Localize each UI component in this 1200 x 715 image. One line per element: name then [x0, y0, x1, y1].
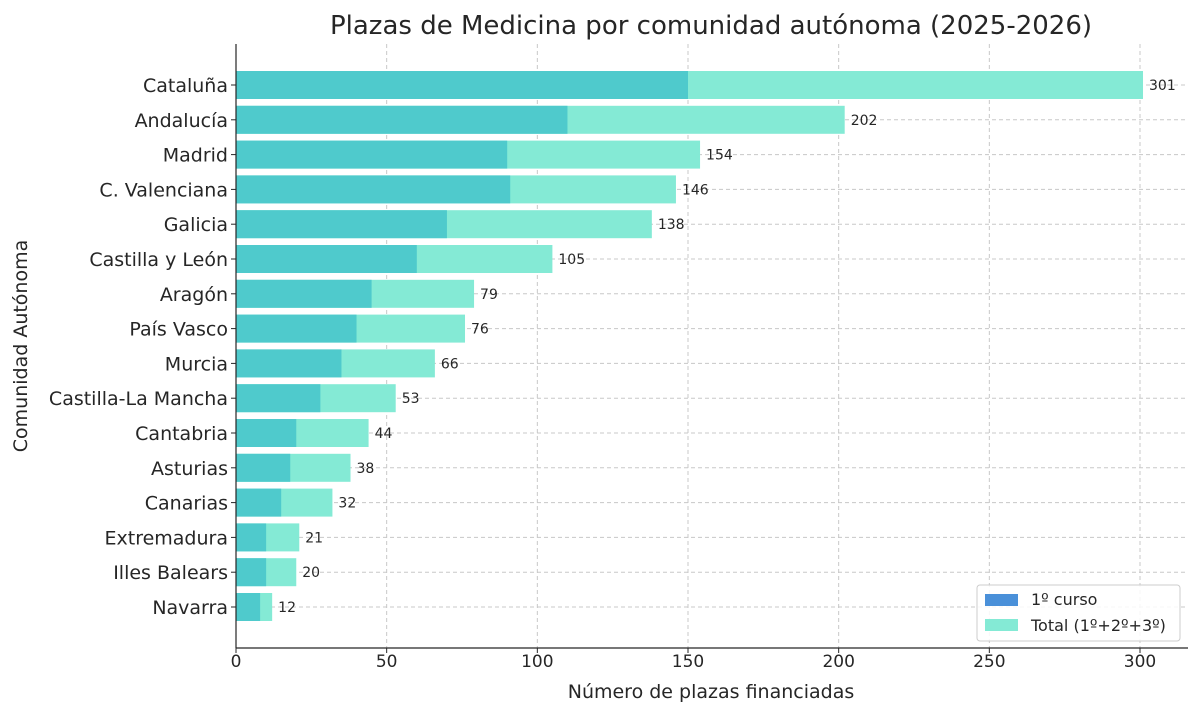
bar-first-year [236, 419, 297, 447]
data-label: 154 [706, 148, 733, 164]
y-tick-label: Murcia [165, 353, 228, 375]
bar-first-year [236, 384, 321, 413]
y-tick-label: Navarra [152, 597, 228, 619]
bar-first-year [236, 558, 267, 587]
data-label: 44 [375, 426, 393, 442]
bar-first-year [236, 175, 511, 204]
data-label: 146 [682, 182, 709, 198]
bar-first-year [236, 453, 291, 482]
legend-swatch-1 [985, 594, 1018, 606]
axes: 0 50 100 150 200 250 300 Cataluña Andalucía Madri… [49, 44, 1188, 672]
chart-title: Plazas de Medicina por comunidad autónom… [330, 11, 1092, 41]
x-tick-label: 250 [973, 652, 1005, 672]
x-tick-label: 0 [231, 652, 242, 672]
bar-first-year [236, 279, 372, 308]
legend-label-1: 1º curso [1031, 590, 1097, 609]
y-tick-label: C. Valenciana [99, 179, 228, 201]
data-label: 12 [278, 600, 296, 616]
grid [235, 44, 1188, 648]
data-label: 21 [305, 530, 323, 546]
data-label: 66 [441, 356, 459, 372]
y-tick-label: Madrid [163, 145, 228, 167]
data-label: 53 [402, 391, 420, 407]
y-tick-label: Galicia [164, 214, 228, 236]
x-axis-label: Número de plazas financiadas [568, 681, 855, 703]
data-label: 138 [658, 217, 685, 233]
x-tick-label: 50 [376, 652, 398, 672]
bar-first-year [236, 523, 267, 552]
data-label: 20 [302, 565, 320, 581]
legend: 1º curso Total (1º+2º+3º) [976, 584, 1181, 642]
y-tick-label: Aragón [160, 284, 228, 306]
y-tick-label: Extremadura [105, 527, 229, 549]
y-tick-label: Canarias [145, 493, 228, 515]
x-tick-label: 300 [1124, 652, 1156, 672]
bars: 301 202 154 146 138 105 79 76 66 53 44 38 32 21 20 12 [236, 71, 1176, 621]
bar-first-year [236, 593, 261, 621]
x-tick-label: 150 [672, 652, 704, 672]
y-tick-label: Asturias [151, 458, 228, 480]
data-label: 105 [558, 252, 585, 268]
legend-label-2: Total (1º+2º+3º) [1030, 616, 1166, 635]
x-tick-label: 100 [521, 652, 553, 672]
data-label: 38 [357, 461, 375, 477]
y-tick-label: Cataluña [143, 75, 228, 97]
y-tick-label: Cantabria [135, 423, 228, 445]
bar-first-year [236, 488, 282, 517]
data-label: 202 [851, 113, 878, 129]
bar-first-year [236, 105, 568, 134]
y-tick-label: Castilla y León [89, 249, 228, 271]
data-label: 301 [1149, 78, 1176, 94]
data-label: 32 [338, 496, 356, 512]
bar-first-year [236, 140, 508, 169]
y-tick-label: Andalucía [135, 110, 228, 132]
bar-first-year [236, 349, 342, 378]
legend-swatch-2 [985, 619, 1018, 631]
data-label: 79 [480, 287, 498, 303]
y-tick-label: País Vasco [129, 319, 228, 341]
y-tick-label: Illes Balears [113, 562, 228, 584]
x-tick-label: 200 [822, 652, 854, 672]
y-axis-label: Comunidad Autónoma [10, 240, 32, 453]
data-label: 76 [471, 322, 489, 338]
y-tick-label: Castilla-La Mancha [49, 388, 228, 410]
bar-first-year [236, 314, 357, 343]
bar-first-year [236, 71, 688, 99]
bar-first-year [236, 210, 447, 239]
bar-first-year [236, 245, 417, 273]
